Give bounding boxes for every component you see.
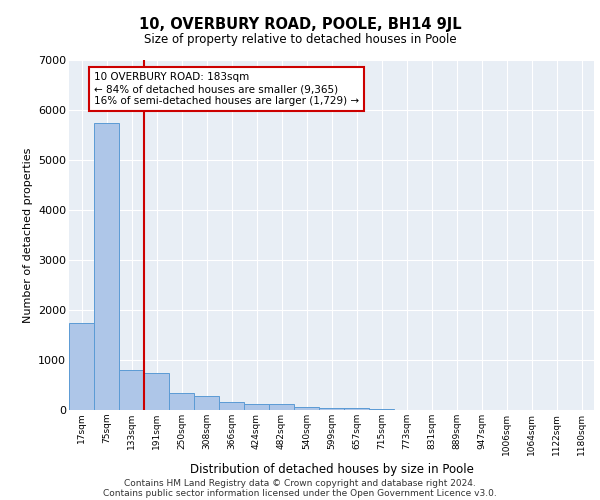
Bar <box>94 122 119 410</box>
Bar <box>269 404 294 410</box>
Bar <box>294 406 319 410</box>
Bar <box>69 322 94 410</box>
Text: Contains public sector information licensed under the Open Government Licence v3: Contains public sector information licen… <box>103 488 497 498</box>
Text: 10, OVERBURY ROAD, POOLE, BH14 9JL: 10, OVERBURY ROAD, POOLE, BH14 9JL <box>139 18 461 32</box>
Bar <box>344 408 369 410</box>
Text: 10 OVERBURY ROAD: 183sqm
← 84% of detached houses are smaller (9,365)
16% of sem: 10 OVERBURY ROAD: 183sqm ← 84% of detach… <box>94 72 359 106</box>
Bar <box>194 396 219 410</box>
Text: Contains HM Land Registry data © Crown copyright and database right 2024.: Contains HM Land Registry data © Crown c… <box>124 478 476 488</box>
Bar <box>369 408 394 410</box>
Bar <box>119 370 144 410</box>
Y-axis label: Number of detached properties: Number of detached properties <box>23 148 32 322</box>
Bar <box>219 402 244 410</box>
Bar <box>169 392 194 410</box>
Text: Size of property relative to detached houses in Poole: Size of property relative to detached ho… <box>143 32 457 46</box>
X-axis label: Distribution of detached houses by size in Poole: Distribution of detached houses by size … <box>190 463 473 476</box>
Bar <box>319 408 344 410</box>
Bar <box>244 404 269 410</box>
Bar <box>144 372 169 410</box>
